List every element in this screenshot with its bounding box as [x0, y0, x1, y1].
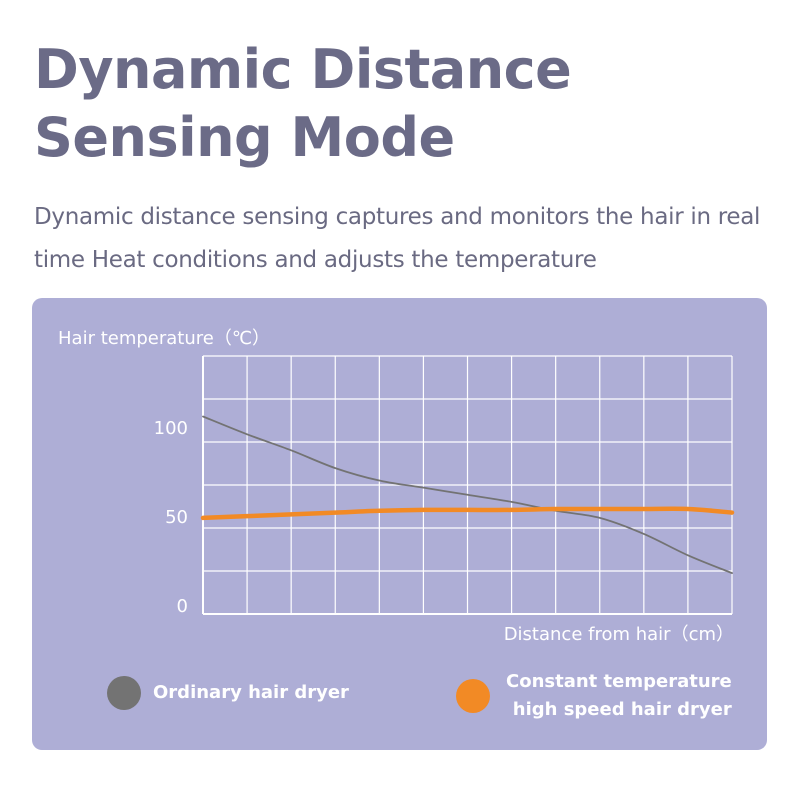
- y-tick-label: 100: [154, 418, 188, 439]
- legend-ordinary: Ordinary hair dryer: [107, 676, 349, 710]
- y-tick-label: 50: [165, 507, 188, 528]
- chart-series: [200, 415, 735, 574]
- chart-panel: [32, 298, 767, 750]
- page-title: Dynamic Distance Sensing Mode: [34, 38, 572, 169]
- x-axis-label: Distance from hair（cm）: [504, 624, 734, 645]
- legend-constant: Constant temperature high speed hair dry…: [456, 668, 732, 724]
- y-tick-label: 0: [177, 596, 188, 617]
- legend-ordinary-label: Ordinary hair dryer: [153, 682, 349, 703]
- chart-grid: [202, 355, 733, 615]
- legend-constant-label: Constant temperature high speed hair dry…: [506, 668, 732, 724]
- constant-dot-icon: [456, 679, 490, 713]
- series-line-ordinary: [202, 415, 733, 574]
- series-line-constant: [200, 506, 735, 521]
- legend-constant-label-line2: high speed hair dryer: [512, 699, 732, 720]
- ordinary-dot-icon: [107, 676, 141, 710]
- page-subtitle: Dynamic distance sensing captures and mo…: [34, 204, 761, 273]
- y-tick-labels: 0 50 100: [154, 418, 188, 617]
- y-axis-label: Hair temperature（℃）: [58, 328, 270, 349]
- legend-constant-label-line1: Constant temperature: [506, 671, 732, 692]
